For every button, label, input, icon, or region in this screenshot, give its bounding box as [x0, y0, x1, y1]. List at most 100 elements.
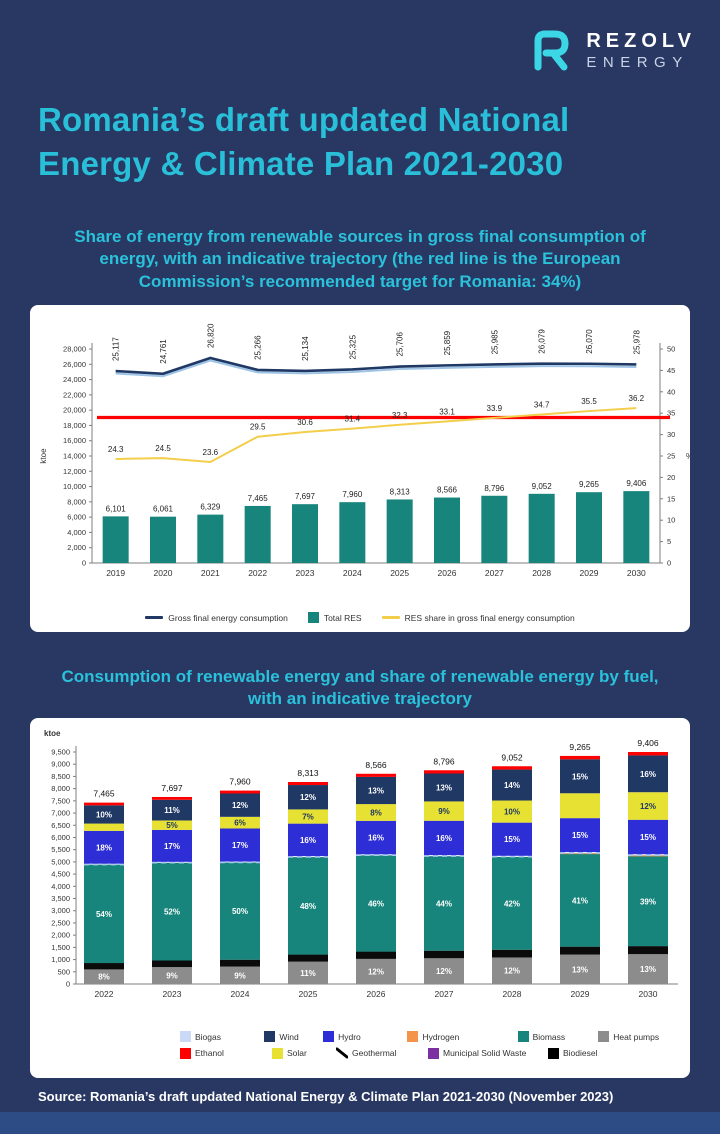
svg-text:2023: 2023 [163, 989, 182, 999]
svg-text:26,000: 26,000 [63, 360, 86, 369]
svg-text:16,000: 16,000 [63, 436, 86, 445]
svg-text:10: 10 [667, 516, 675, 525]
res-share-chart-legend: Gross final energy consumption Total RES R… [30, 612, 690, 623]
svg-text:2030: 2030 [639, 989, 658, 999]
svg-text:12%: 12% [232, 801, 248, 810]
svg-text:1,000: 1,000 [51, 955, 70, 964]
svg-text:48%: 48% [300, 902, 316, 911]
svg-text:11%: 11% [300, 969, 316, 978]
svg-text:5%: 5% [166, 821, 178, 830]
svg-text:5,500: 5,500 [51, 845, 70, 854]
svg-text:2029: 2029 [571, 989, 590, 999]
svg-text:9%: 9% [234, 971, 246, 980]
legend-item-total-res: Total RES [307, 612, 362, 623]
svg-text:12,000: 12,000 [63, 467, 86, 476]
svg-text:15%: 15% [572, 831, 588, 840]
square-swatch-icon [323, 1031, 335, 1042]
svg-text:16%: 16% [300, 836, 316, 845]
svg-text:ktoe: ktoe [44, 729, 61, 738]
svg-text:2026: 2026 [438, 568, 457, 578]
svg-text:25,706: 25,706 [396, 332, 405, 357]
logo-text: REZOLV ENERGY [586, 31, 696, 71]
svg-text:12%: 12% [436, 967, 452, 976]
svg-text:18%: 18% [96, 843, 112, 852]
svg-text:%: % [686, 452, 690, 461]
legend-item-biodiesel: Biodiesel [548, 1047, 636, 1059]
svg-text:24,761: 24,761 [159, 339, 168, 364]
svg-text:23.6: 23.6 [203, 448, 219, 457]
chart2-heading: Consumption of renewable energy and shar… [61, 667, 659, 709]
legend-label: Gross final energy consumption [168, 612, 288, 623]
svg-text:0: 0 [66, 980, 70, 989]
diagonal-line-swatch-icon [336, 1047, 348, 1059]
svg-text:15%: 15% [572, 772, 588, 781]
svg-text:13%: 13% [368, 786, 384, 795]
svg-text:39%: 39% [640, 897, 656, 906]
svg-text:45: 45 [667, 366, 675, 375]
svg-text:34.7: 34.7 [534, 400, 550, 409]
svg-text:25,117: 25,117 [112, 337, 121, 361]
svg-text:9,265: 9,265 [579, 480, 600, 489]
svg-text:6,101: 6,101 [106, 504, 127, 513]
svg-text:12%: 12% [368, 967, 384, 976]
svg-text:25,985: 25,985 [490, 329, 499, 354]
page-title: Romania’s draft updated National Energy … [38, 98, 688, 185]
res-share-chart-svg: 0 2,000 4,000 6,000 8,000 10,000 12,000 14,000 1… [39, 323, 693, 578]
page-title-line1: Romania’s draft updated National [38, 101, 570, 138]
svg-text:29.5: 29.5 [250, 423, 266, 432]
legend-item-heat-pumps: Heat pumps [598, 1031, 690, 1042]
svg-text:33.1: 33.1 [439, 407, 455, 416]
svg-text:8,566: 8,566 [437, 486, 458, 495]
svg-text:20,000: 20,000 [63, 406, 86, 415]
svg-text:10,000: 10,000 [63, 482, 86, 491]
svg-text:10%: 10% [96, 810, 112, 819]
line-swatch-icon [381, 616, 400, 619]
logo-brand: REZOLV [586, 30, 696, 53]
res-share-chart-card: 0 2,000 4,000 6,000 8,000 10,000 12,000 14,000 1… [30, 305, 693, 632]
svg-text:44%: 44% [436, 899, 452, 908]
svg-text:18,000: 18,000 [63, 421, 86, 430]
square-swatch-icon [517, 1031, 529, 1042]
svg-text:2025: 2025 [299, 989, 318, 999]
legend-label: Heat pumps [613, 1031, 660, 1042]
svg-text:13%: 13% [640, 965, 656, 974]
svg-text:2029: 2029 [580, 568, 599, 578]
svg-text:4,000: 4,000 [51, 882, 70, 891]
svg-text:2024: 2024 [231, 989, 250, 999]
legend-item-solar: Solar [272, 1047, 336, 1059]
line-swatch-icon [145, 616, 164, 619]
res-share-chart: 0 2,000 4,000 6,000 8,000 10,000 12,000 14,000 1… [30, 311, 693, 610]
svg-text:6,061: 6,061 [153, 505, 174, 514]
stacked-bar-2027: 12% 44% 16% 9% 13% 8,796 [424, 756, 464, 984]
legend-label: Ethanol [195, 1048, 224, 1058]
svg-text:2022: 2022 [248, 568, 267, 578]
rezolv-r-icon [534, 30, 569, 71]
svg-text:9,265: 9,265 [569, 742, 591, 752]
svg-text:31.4: 31.4 [345, 415, 361, 424]
legend-item-wind: Wind [264, 1031, 323, 1042]
svg-text:11%: 11% [164, 806, 180, 815]
legend-item-hydrogen: Hydrogen [407, 1031, 517, 1042]
legend-item-hydro: Hydro [323, 1031, 407, 1042]
legend-label: Solar [287, 1048, 307, 1058]
stacked-bar-2023: 9% 52% 17% 5% 11% 7,697 [152, 783, 192, 984]
stacked-bar-2024: 9% 50% 17% 6% 12% 7,960 [220, 777, 260, 984]
svg-text:25,134: 25,134 [301, 336, 310, 361]
svg-text:15%: 15% [504, 835, 520, 844]
svg-text:13%: 13% [572, 965, 588, 974]
svg-text:15%: 15% [640, 833, 656, 842]
svg-text:9,052: 9,052 [532, 482, 553, 491]
svg-text:25,978: 25,978 [632, 329, 641, 354]
svg-text:2,000: 2,000 [67, 543, 86, 552]
legend-item-geothermal: Geothermal [336, 1047, 428, 1059]
svg-text:2021: 2021 [201, 568, 220, 578]
gross-consumption-line [115, 356, 637, 376]
svg-text:35.5: 35.5 [581, 397, 597, 406]
svg-text:41%: 41% [572, 896, 588, 905]
svg-text:16%: 16% [640, 770, 656, 779]
rezolv-logo: REZOLV ENERGY [526, 26, 696, 76]
svg-text:2,000: 2,000 [51, 931, 70, 940]
svg-text:10%: 10% [504, 808, 520, 817]
svg-text:50%: 50% [232, 907, 248, 916]
